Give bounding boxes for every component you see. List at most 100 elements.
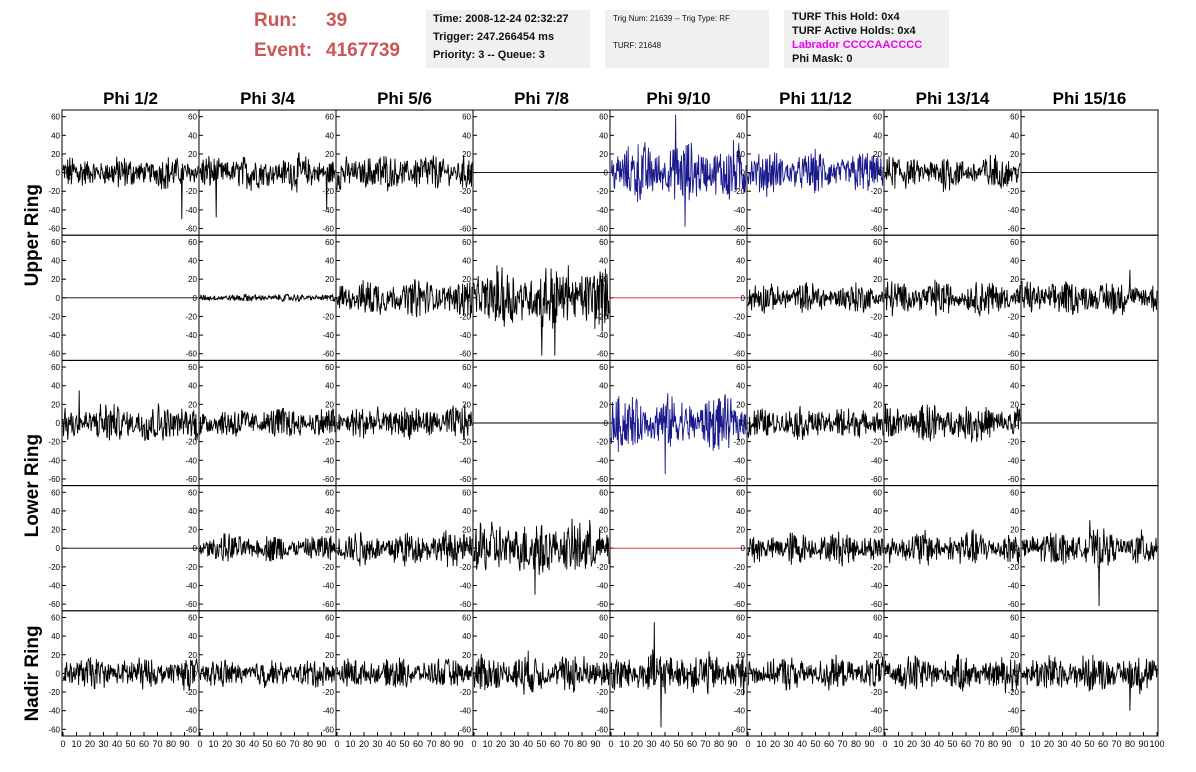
- ytick-label: -60: [1007, 475, 1019, 484]
- ytick-label: -40: [733, 206, 745, 215]
- ytick-label: 20: [599, 526, 608, 535]
- ytick-label: -40: [48, 206, 60, 215]
- ring-label: Upper Ring: [22, 184, 43, 286]
- xtick-label: 10: [208, 739, 218, 749]
- ytick-label: 40: [1010, 632, 1019, 641]
- xtick-label: 20: [907, 739, 917, 749]
- waveform-trace: [610, 114, 747, 227]
- ytick-label: -20: [459, 187, 471, 196]
- ytick-label: 60: [188, 488, 197, 497]
- xtick-label: 60: [687, 739, 697, 749]
- ytick-label: 40: [873, 131, 882, 140]
- ytick-label: 40: [51, 131, 60, 140]
- ytick-label: -20: [459, 688, 471, 697]
- ytick-label: 20: [51, 275, 60, 284]
- ytick-label: -60: [733, 350, 745, 359]
- waveform-trace: [473, 650, 610, 695]
- ytick-label: 0: [1015, 669, 1020, 678]
- xtick-label: 70: [289, 739, 299, 749]
- ytick-label: -60: [870, 600, 882, 609]
- xtick-label: 0: [608, 739, 613, 749]
- waveform-trace: [1021, 654, 1158, 711]
- ytick-label: -60: [870, 225, 882, 234]
- waveform-trace: [1021, 269, 1158, 316]
- xtick-label: 40: [797, 739, 807, 749]
- ytick-label: -20: [596, 563, 608, 572]
- ytick-label: 60: [325, 113, 334, 122]
- ytick-label: -60: [733, 725, 745, 734]
- ytick-label: 20: [325, 275, 334, 284]
- ytick-label: 20: [599, 275, 608, 284]
- ytick-label: -60: [185, 725, 197, 734]
- waveform-trace: [884, 529, 1021, 566]
- xtick-label: 0: [471, 739, 476, 749]
- ytick-label: -40: [322, 707, 334, 716]
- xtick-label: 40: [386, 739, 396, 749]
- ytick-label: -60: [1007, 600, 1019, 609]
- ytick-label: 0: [741, 544, 746, 553]
- ytick-label: -20: [48, 688, 60, 697]
- ytick-label: -60: [185, 350, 197, 359]
- ytick-label: -20: [459, 563, 471, 572]
- ytick-label: -40: [48, 456, 60, 465]
- waveform-trace: [1021, 520, 1158, 607]
- waveform-trace: [62, 390, 199, 441]
- ytick-label: 0: [878, 544, 883, 553]
- ytick-label: -40: [322, 581, 334, 590]
- xtick-label: 90: [179, 739, 189, 749]
- ytick-label: 60: [599, 613, 608, 622]
- ytick-label: -60: [596, 225, 608, 234]
- trigger-info-box: Trig Num: 21639 -- Trig Type: RF TURF: 2…: [605, 10, 769, 68]
- ytick-label: -40: [870, 581, 882, 590]
- ytick-label: -40: [870, 707, 882, 716]
- xtick-label: 70: [426, 739, 436, 749]
- ytick-label: -20: [48, 563, 60, 572]
- ytick-label: -20: [459, 312, 471, 321]
- ytick-label: -20: [733, 187, 745, 196]
- xtick-label: 20: [1044, 739, 1054, 749]
- ytick-label: 20: [1010, 651, 1019, 660]
- ytick-label: -40: [185, 206, 197, 215]
- ytick-label: 20: [51, 651, 60, 660]
- waveform-trace: [199, 152, 336, 218]
- turf-this-hold-text: TURF This Hold: 0x4: [792, 11, 900, 23]
- ytick-label: -60: [322, 350, 334, 359]
- time-info-box: Time: 2008-12-24 02:32:27 Trigger: 247.2…: [426, 10, 590, 68]
- ytick-label: 20: [1010, 275, 1019, 284]
- ytick-label: 20: [1010, 400, 1019, 409]
- waveform-trace: [610, 622, 747, 728]
- ytick-label: -20: [185, 438, 197, 447]
- ytick-label: 40: [188, 131, 197, 140]
- xtick-label: 10: [345, 739, 355, 749]
- xtick-label: 60: [276, 739, 286, 749]
- ytick-label: 0: [193, 169, 198, 178]
- ytick-label: 40: [1010, 131, 1019, 140]
- waveform-trace: [336, 404, 473, 440]
- ytick-label: -40: [596, 707, 608, 716]
- run-label: Run:: [254, 10, 298, 31]
- ytick-label: -20: [322, 438, 334, 447]
- ytick-label: 40: [325, 507, 334, 516]
- ytick-label: -40: [870, 456, 882, 465]
- ytick-label: 60: [462, 238, 471, 247]
- ytick-label: 0: [878, 294, 883, 303]
- ytick-label: 60: [51, 613, 60, 622]
- ytick-label: 40: [873, 507, 882, 516]
- ytick-label: 0: [56, 544, 61, 553]
- ytick-label: 0: [604, 294, 609, 303]
- ytick-label: 40: [736, 131, 745, 140]
- ytick-label: -40: [1007, 581, 1019, 590]
- ytick-label: 40: [599, 507, 608, 516]
- ytick-label: -60: [1007, 725, 1019, 734]
- ytick-label: -60: [870, 725, 882, 734]
- ytick-label: -40: [733, 331, 745, 340]
- ytick-label: 20: [736, 651, 745, 660]
- xtick-label: 40: [1071, 739, 1081, 749]
- ring-label: Nadir Ring: [22, 625, 43, 721]
- ytick-label: 40: [462, 257, 471, 266]
- xtick-label: 0: [882, 739, 887, 749]
- xtick-label: 90: [727, 739, 737, 749]
- ytick-label: -40: [733, 581, 745, 590]
- turf-text: TURF: 21648: [613, 41, 662, 50]
- ytick-label: -20: [48, 312, 60, 321]
